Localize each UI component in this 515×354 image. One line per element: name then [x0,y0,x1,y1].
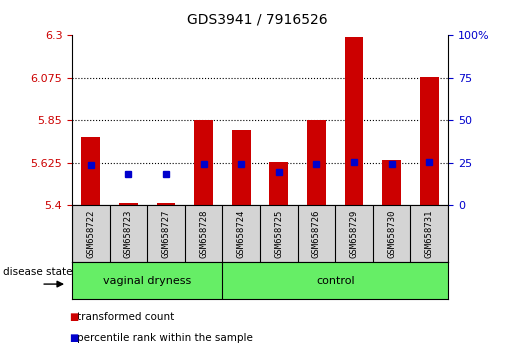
Bar [382,160,401,205]
Bar [81,137,100,205]
Text: GSM658731: GSM658731 [425,210,434,258]
Text: vaginal dryness: vaginal dryness [103,275,192,286]
Text: transformed count: transformed count [77,312,175,322]
Bar [420,77,439,205]
Text: ■: ■ [70,312,79,322]
Bar [307,120,326,205]
Text: GSM658729: GSM658729 [350,210,358,258]
Text: GSM658726: GSM658726 [312,210,321,258]
Text: GSM658727: GSM658727 [162,210,170,258]
Text: percentile rank within the sample: percentile rank within the sample [77,333,253,343]
Bar [232,130,251,205]
Text: GSM658724: GSM658724 [237,210,246,258]
Text: GSM658722: GSM658722 [87,210,95,258]
Text: GSM658730: GSM658730 [387,210,396,258]
Bar [269,162,288,205]
Bar [157,204,176,205]
Text: GSM658725: GSM658725 [274,210,283,258]
Text: GSM658728: GSM658728 [199,210,208,258]
Bar [345,37,364,205]
Text: GDS3941 / 7916526: GDS3941 / 7916526 [187,12,328,27]
Text: GSM658723: GSM658723 [124,210,133,258]
Text: control: control [316,275,354,286]
Text: ■: ■ [70,333,79,343]
Bar [194,120,213,205]
Bar [119,204,138,205]
Text: disease state: disease state [3,267,72,277]
